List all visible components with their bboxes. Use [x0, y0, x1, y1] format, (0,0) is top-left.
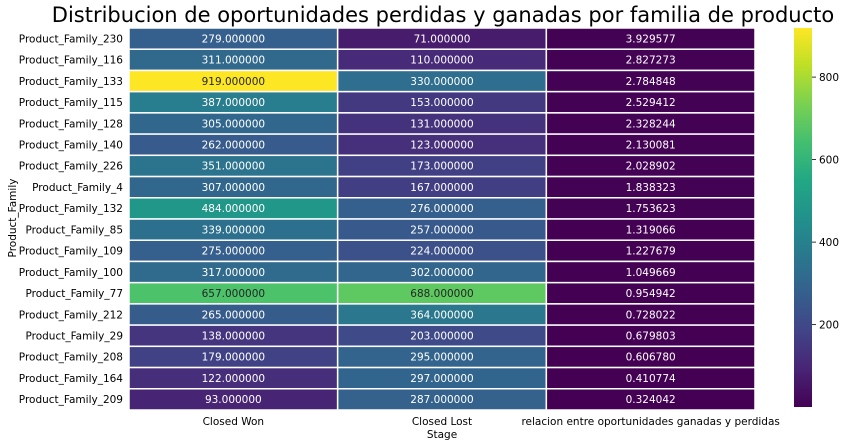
cell-value-label: 131.000000: [410, 118, 473, 130]
cell-value-label: 657.000000: [202, 288, 265, 300]
colorbar: 200 400 600 800: [794, 28, 839, 407]
y-tick-label: Product_Family_133: [19, 76, 123, 88]
cell-value-label: 279.000000: [202, 33, 265, 45]
cell-value-label: 305.000000: [202, 118, 265, 130]
cell-value-label: 262.000000: [202, 140, 265, 152]
y-tick-label: Product_Family_77: [25, 288, 123, 300]
cell-value-label: 122.000000: [202, 373, 265, 385]
x-tick-label: relacion entre oportunidades ganadas y p…: [521, 416, 779, 428]
y-tick-labels: Product_Family_230 Product_Family_116 Prod…: [19, 33, 124, 406]
cell-value-label: 110.000000: [410, 55, 473, 67]
cell-value-label: 339.000000: [202, 224, 265, 236]
cell-value-label: 153.000000: [410, 97, 473, 109]
colorbar-tick-label: 600: [819, 154, 839, 166]
colorbar-tick-label: 200: [819, 319, 839, 331]
y-tick-label: Product_Family_226: [19, 161, 124, 173]
x-tick-label: Closed Lost: [412, 416, 472, 428]
cell-value-label: 0.954942: [626, 288, 676, 300]
y-tick-label: Product_Family_116: [19, 55, 124, 67]
cell-value-label: 71.000000: [414, 33, 471, 45]
y-tick-label: Product_Family_85: [25, 224, 123, 236]
cell-value-label: 0.324042: [626, 394, 676, 406]
cell-value-label: 3.929577: [626, 33, 676, 45]
y-tick-label: Product_Family_230: [19, 33, 123, 45]
cell-value-label: 0.679803: [626, 331, 676, 343]
cell-value-label: 295.000000: [410, 352, 473, 364]
y-tick-label: Product_Family_132: [19, 203, 123, 215]
colorbar-tick-label: 800: [819, 72, 839, 84]
cell-value-label: 2.328244: [626, 118, 676, 130]
cell-value-label: 330.000000: [410, 76, 473, 88]
y-tick-label: Product_Family_128: [19, 118, 123, 130]
heatmap-cells: 279.000000 71.000000 3.929577 311.000000 110…: [128, 27, 756, 411]
colorbar-gradient: [794, 28, 812, 407]
cell-value-label: 688.000000: [410, 288, 473, 300]
cell-value-label: 287.000000: [410, 394, 473, 406]
cell-value-label: 275.000000: [202, 246, 265, 258]
cell-value-label: 2.529412: [626, 97, 676, 109]
x-tick-labels: Closed Won Closed Lost relacion entre opor…: [203, 416, 780, 428]
cell-value-label: 257.000000: [410, 224, 473, 236]
cell-value-label: 1.319066: [626, 224, 676, 236]
cell-value-label: 919.000000: [202, 76, 265, 88]
cell-value-label: 307.000000: [202, 182, 265, 194]
colorbar-tick-label: 400: [819, 237, 839, 249]
cell-value-label: 2.784848: [626, 76, 676, 88]
cell-value-label: 203.000000: [410, 331, 473, 343]
cell-value-label: 224.000000: [410, 246, 473, 258]
cell-value-label: 2.028902: [626, 161, 676, 173]
chart-title: Distribucion de oportunidades perdidas y…: [52, 3, 834, 27]
cell-value-label: 1.838323: [626, 182, 676, 194]
x-axis-label: Stage: [427, 429, 457, 441]
cell-value-label: 173.000000: [410, 161, 473, 173]
y-tick-label: Product_Family_100: [19, 267, 123, 279]
y-tick-label: Product_Family_4: [32, 182, 123, 194]
cell-value-label: 351.000000: [202, 161, 265, 173]
x-tick-label: Closed Won: [203, 416, 264, 428]
cell-value-label: 0.606780: [626, 352, 676, 364]
cell-value-label: 2.130081: [626, 140, 676, 152]
cell-value-label: 1.753623: [626, 203, 676, 215]
cell-value-label: 0.410774: [626, 373, 676, 385]
cell-value-label: 302.000000: [410, 267, 473, 279]
y-tick-label: Product_Family_115: [19, 97, 123, 109]
cell-value-label: 123.000000: [410, 140, 473, 152]
y-tick-label: Product_Family_29: [25, 331, 123, 343]
y-tick-label: Product_Family_140: [19, 140, 123, 152]
heatmap-cell: [545, 388, 756, 411]
cell-value-label: 297.000000: [410, 373, 473, 385]
cell-value-label: 1.227679: [626, 246, 676, 258]
cell-value-label: 167.000000: [410, 182, 473, 194]
cell-value-label: 138.000000: [202, 331, 265, 343]
cell-value-label: 179.000000: [202, 352, 265, 364]
cell-value-label: 276.000000: [410, 203, 473, 215]
y-axis-label: Product_Family: [7, 179, 19, 258]
y-tick-label: Product_Family_208: [19, 352, 123, 364]
y-tick-label: Product_Family_109: [19, 246, 123, 258]
cell-value-label: 311.000000: [202, 55, 265, 67]
y-tick-label: Product_Family_209: [19, 394, 123, 406]
cell-value-label: 364.000000: [410, 309, 473, 321]
cell-value-label: 317.000000: [202, 267, 265, 279]
cell-value-label: 265.000000: [202, 309, 265, 321]
cell-value-label: 2.827273: [626, 55, 676, 67]
cell-value-label: 484.000000: [202, 203, 265, 215]
cell-value-label: 387.000000: [202, 97, 265, 109]
cell-value-label: 1.049669: [626, 267, 676, 279]
y-tick-label: Product_Family_212: [19, 309, 123, 321]
cell-value-label: 0.728022: [626, 309, 676, 321]
cell-value-label: 93.000000: [205, 394, 262, 406]
y-tick-label: Product_Family_164: [19, 373, 124, 385]
